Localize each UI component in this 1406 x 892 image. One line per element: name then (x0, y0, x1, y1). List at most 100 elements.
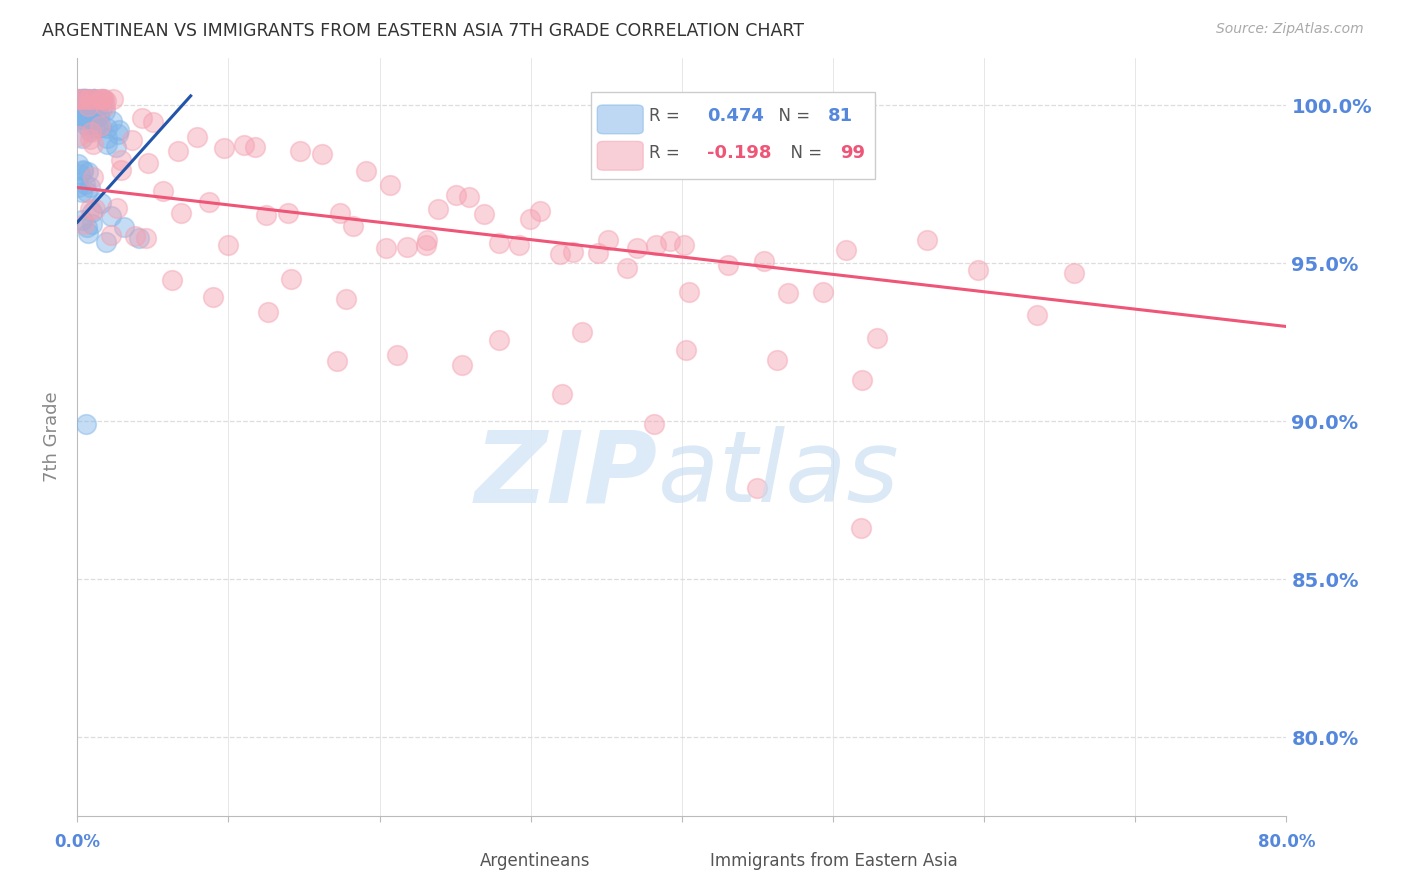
Point (75, 92, 97, 106)
Point (76, 108, 98, 122)
Point (586, 245, 609, 260)
Point (82, 170, 104, 185)
Point (82, 103, 104, 117)
Point (94, 94, 117, 108)
Point (84, 111, 107, 125)
Point (851, 373, 873, 387)
Point (1063, 266, 1085, 280)
Point (72, 162, 94, 177)
Point (335, 292, 357, 306)
Point (72, 103, 94, 117)
Point (108, 123, 131, 137)
Text: N =: N = (780, 144, 827, 161)
Point (75, 92, 97, 106)
FancyBboxPatch shape (592, 92, 876, 179)
Point (87, 120, 110, 135)
Point (94, 99, 117, 113)
Point (79, 202, 101, 217)
Point (813, 285, 835, 299)
Point (79, 132, 101, 146)
Point (311, 147, 333, 161)
Text: 80.0%: 80.0% (1258, 833, 1315, 851)
Point (112, 219, 135, 234)
Point (243, 140, 266, 154)
Point (77, 165, 100, 179)
Point (82, 217, 104, 231)
Point (107, 127, 129, 141)
Text: R =: R = (650, 107, 685, 126)
Point (766, 353, 789, 368)
Point (76, 219, 98, 234)
Point (87, 99, 110, 113)
Point (644, 238, 666, 252)
Point (75, 92, 97, 106)
Point (73, 218, 96, 232)
Point (1026, 308, 1049, 322)
Point (69, 111, 91, 125)
Point (75, 97, 97, 112)
Point (82, 92, 104, 106)
Point (329, 206, 352, 220)
Point (232, 137, 254, 152)
Point (374, 241, 396, 255)
Point (866, 331, 889, 345)
Point (105, 140, 128, 154)
Point (96, 131, 118, 145)
Point (87, 109, 110, 123)
Point (562, 244, 585, 259)
Point (396, 240, 419, 254)
Point (73, 92, 96, 106)
Point (67, 105, 90, 120)
Point (444, 187, 467, 202)
Point (752, 254, 775, 268)
Point (198, 195, 221, 210)
Point (488, 236, 510, 251)
Point (212, 140, 235, 154)
Point (79, 180, 101, 194)
Point (67, 92, 90, 106)
Point (70, 92, 93, 106)
Text: 99: 99 (841, 144, 865, 161)
Point (89, 120, 111, 134)
Point (70, 92, 93, 106)
Point (508, 238, 530, 252)
Point (79, 94, 101, 108)
Point (90, 196, 112, 211)
Point (427, 202, 450, 217)
Point (86, 95, 108, 109)
Point (675, 343, 697, 357)
FancyBboxPatch shape (659, 855, 707, 882)
Point (72, 92, 94, 106)
Text: ZIP: ZIP (475, 426, 658, 524)
Point (77, 226, 100, 240)
Text: R =: R = (650, 144, 685, 161)
Point (101, 92, 124, 106)
Point (643, 417, 665, 431)
Point (80, 93, 103, 107)
Point (75, 119, 97, 133)
Point (79, 103, 101, 117)
Point (160, 273, 183, 287)
Point (90, 101, 112, 115)
Text: Source: ZipAtlas.com: Source: ZipAtlas.com (1216, 22, 1364, 37)
Point (254, 208, 277, 222)
Text: N =: N = (768, 107, 815, 126)
Point (83, 92, 105, 106)
Point (277, 206, 299, 220)
Point (77, 93, 100, 107)
Point (356, 164, 378, 178)
Point (186, 130, 208, 145)
Point (67, 157, 90, 171)
Point (128, 231, 150, 245)
Point (966, 263, 988, 277)
Point (659, 234, 682, 248)
Point (94, 235, 117, 250)
Point (73, 92, 96, 106)
FancyBboxPatch shape (429, 855, 478, 882)
Point (83, 95, 105, 110)
Point (72, 131, 94, 145)
Point (105, 201, 128, 215)
Point (217, 238, 239, 252)
Point (110, 153, 132, 168)
Point (849, 521, 872, 535)
